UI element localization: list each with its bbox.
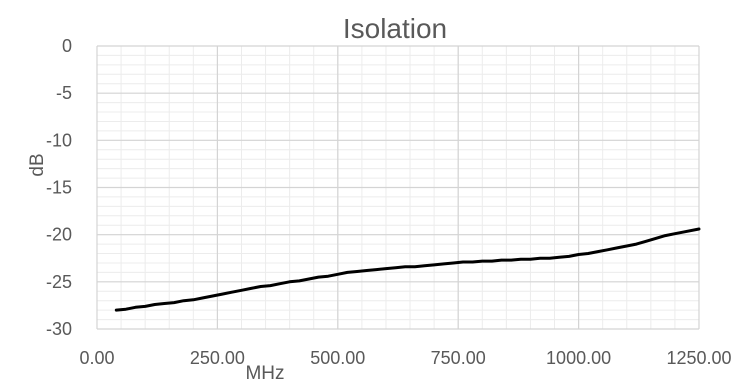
chart-title: Isolation [343, 13, 447, 44]
x-tick-label: 1250.00 [666, 348, 731, 368]
y-axis-label: dB [27, 153, 48, 176]
x-tick-label: 1000.00 [546, 348, 611, 368]
x-tick-label: 0.00 [79, 348, 114, 368]
major-gridlines [96, 45, 700, 330]
x-tick-label: 750.00 [431, 348, 486, 368]
x-tick-label: 500.00 [310, 348, 365, 368]
y-tick-labels: 0 -5 -10 -15 -20 -25 -30 [46, 36, 72, 339]
y-tick-label: -15 [46, 178, 72, 198]
x-axis-label: MHz [245, 363, 284, 383]
y-tick-label: -30 [46, 319, 72, 339]
series-layer [114, 227, 701, 312]
y-tick-label: 0 [62, 36, 72, 56]
x-tick-label: 250.00 [190, 348, 245, 368]
y-tick-label: -25 [46, 272, 72, 292]
y-tick-label: -5 [56, 83, 72, 103]
y-tick-label: -20 [46, 225, 72, 245]
x-tick-labels: 0.00 250.00 500.00 750.00 1000.00 1250.00 [79, 348, 731, 368]
series-line-0 [114, 227, 701, 312]
y-tick-label: -10 [46, 130, 72, 150]
